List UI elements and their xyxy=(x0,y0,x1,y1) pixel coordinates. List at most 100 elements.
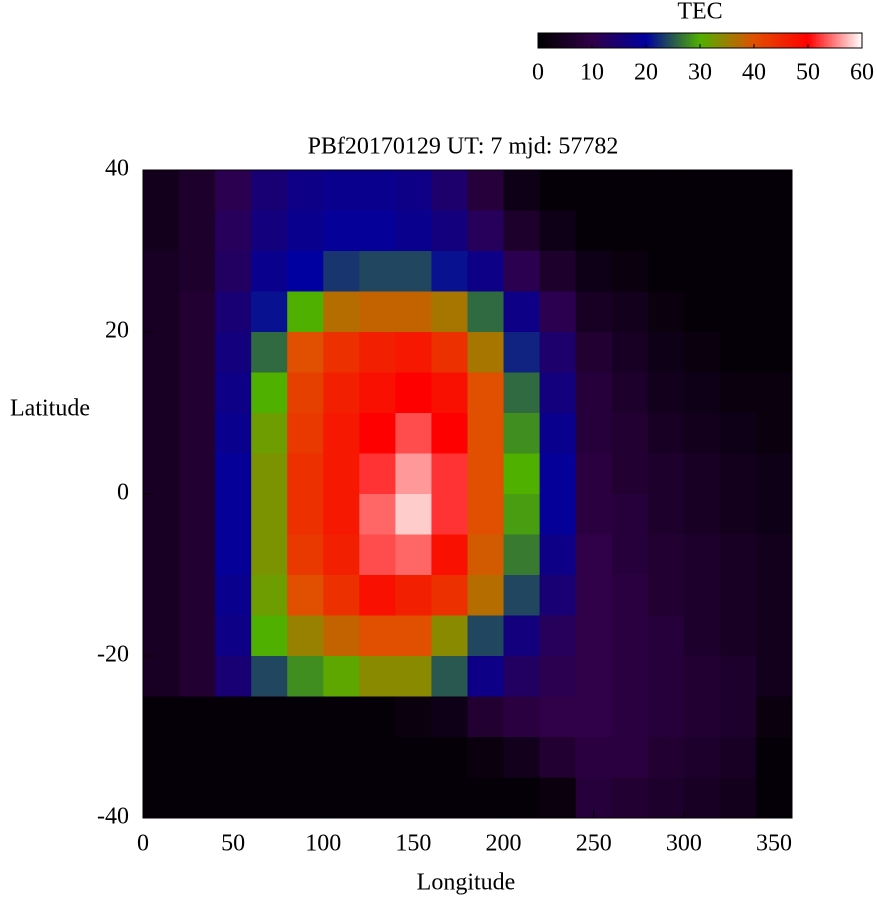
heat-cell xyxy=(143,777,180,819)
heat-cell xyxy=(755,696,793,738)
heat-cell xyxy=(719,494,757,535)
heat-cell xyxy=(575,494,613,535)
heat-cell xyxy=(395,372,432,414)
heat-cell xyxy=(611,413,649,454)
heat-cell xyxy=(467,696,505,738)
colorbar-swatch xyxy=(681,33,685,48)
heat-cell xyxy=(539,696,577,738)
heat-cell xyxy=(359,656,396,697)
heat-cell xyxy=(611,534,649,576)
heat-cell xyxy=(719,453,757,495)
heat-cell xyxy=(323,615,360,657)
heat-cell xyxy=(719,413,757,454)
heat-cell xyxy=(395,494,432,535)
heat-cell xyxy=(323,777,360,819)
colorbar-swatch xyxy=(602,33,606,48)
colorbar-swatch xyxy=(713,33,717,48)
colorbar-swatch xyxy=(751,33,755,48)
heat-cell xyxy=(323,372,360,414)
heat-cell xyxy=(359,737,396,778)
heat-cell xyxy=(323,737,360,778)
heat-cell xyxy=(215,291,252,333)
colorbar-swatch xyxy=(732,33,736,48)
heat-cell xyxy=(431,291,468,333)
colorbar-tick-label: 10 xyxy=(580,60,604,86)
heat-cell xyxy=(467,534,505,576)
heat-cell xyxy=(251,413,288,454)
colorbar-swatch xyxy=(729,33,733,48)
heat-cell xyxy=(215,170,252,211)
heat-cell xyxy=(431,453,468,495)
heat-cell xyxy=(575,656,613,697)
heat-cell xyxy=(323,170,360,211)
heat-cell xyxy=(323,575,360,616)
x-tick-label: 350 xyxy=(756,831,792,857)
heat-cell xyxy=(503,170,541,211)
heat-cell xyxy=(755,170,793,211)
heat-cell xyxy=(611,372,649,414)
heat-cell xyxy=(503,696,541,738)
heat-cell xyxy=(647,534,685,576)
heat-cell xyxy=(179,332,216,373)
heat-cell xyxy=(143,737,180,778)
heat-cell xyxy=(395,291,432,333)
colorbar-swatch xyxy=(605,33,609,48)
heat-cell xyxy=(251,332,288,373)
heat-cell xyxy=(539,737,577,778)
heat-cell xyxy=(539,251,577,292)
heat-cell xyxy=(251,656,288,697)
heat-cell xyxy=(503,777,541,819)
heat-cell xyxy=(467,615,505,657)
colorbar-swatch xyxy=(799,33,804,48)
heat-cell xyxy=(683,615,721,657)
heat-cell xyxy=(683,494,721,535)
heat-cell xyxy=(503,534,541,576)
heat-cell xyxy=(215,534,252,576)
heat-cell xyxy=(287,494,324,535)
heat-cell xyxy=(215,372,252,414)
colorbar-swatch xyxy=(562,33,566,48)
heat-cell xyxy=(539,170,577,211)
colorbar-swatch xyxy=(589,33,593,48)
heat-cell xyxy=(719,210,757,252)
heat-cell xyxy=(143,291,180,333)
heat-cell xyxy=(539,210,577,252)
heat-cell xyxy=(503,615,541,657)
heat-cell xyxy=(467,210,505,252)
colorbar-swatch xyxy=(567,33,571,48)
colorbar-swatch xyxy=(583,33,588,48)
colorbar-swatch xyxy=(643,33,647,48)
colorbar-swatch xyxy=(678,33,682,48)
colorbar-swatch xyxy=(840,33,844,48)
heat-cell xyxy=(755,615,793,657)
heat-cell xyxy=(143,696,180,738)
heat-cell xyxy=(395,453,432,495)
colorbar-swatch xyxy=(853,33,858,48)
heat-cell xyxy=(179,372,216,414)
heat-cell xyxy=(215,210,252,252)
heat-cell xyxy=(575,413,613,454)
heat-cell xyxy=(647,777,685,819)
colorbar-swatch xyxy=(627,33,631,48)
x-tick-label: 200 xyxy=(486,831,522,857)
colorbar-swatch xyxy=(737,33,741,48)
heat-cell xyxy=(251,534,288,576)
colorbar-swatch xyxy=(651,33,655,48)
heat-cell xyxy=(287,291,324,333)
heat-cell xyxy=(611,696,649,738)
heat-cell xyxy=(431,251,468,292)
heat-cell xyxy=(539,615,577,657)
heat-cell xyxy=(323,210,360,252)
heat-cell xyxy=(179,170,216,211)
heat-cell xyxy=(251,372,288,414)
heat-cell xyxy=(719,575,757,616)
heat-cell xyxy=(647,696,685,738)
colorbar-swatch xyxy=(664,33,669,48)
heat-cell xyxy=(575,251,613,292)
heat-cell xyxy=(431,413,468,454)
heat-cell xyxy=(359,534,396,576)
heat-cell xyxy=(215,251,252,292)
heat-cell xyxy=(431,737,468,778)
heat-cell xyxy=(143,170,180,211)
heat-cell xyxy=(179,494,216,535)
